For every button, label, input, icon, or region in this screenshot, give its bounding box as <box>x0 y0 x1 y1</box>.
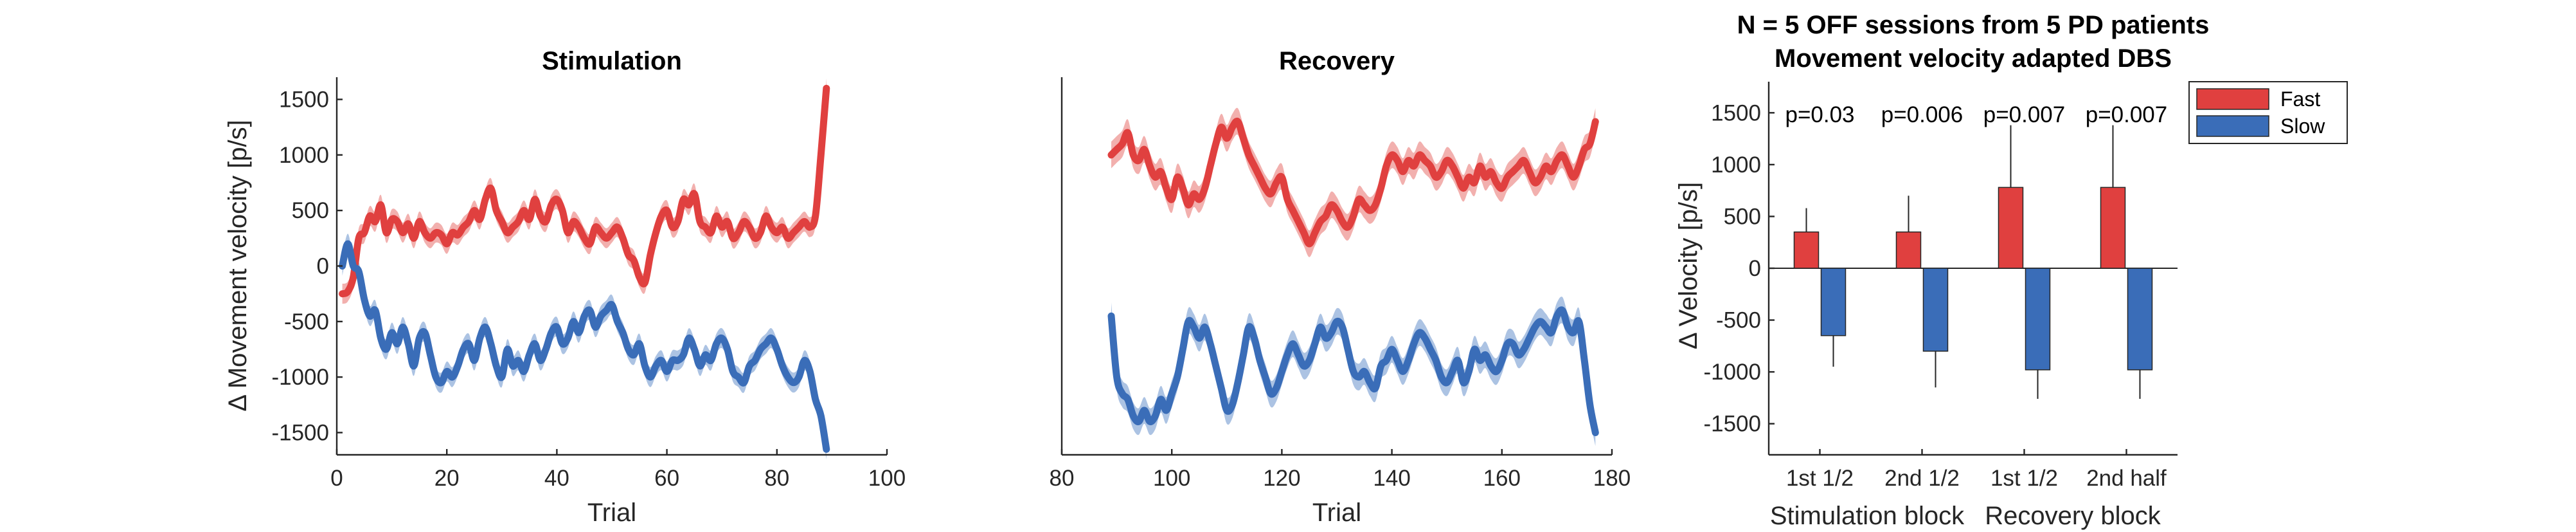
bar-slow-2 <box>2025 268 2051 371</box>
legend-label-slow: Slow <box>2280 115 2325 138</box>
p-value-label: p=0.007 <box>2086 102 2168 127</box>
recovery-title: Recovery <box>1279 47 1395 75</box>
stimulation-x-tick-label: 20 <box>434 466 460 491</box>
recovery-slow-line <box>1107 306 1599 436</box>
recovery-fast-line <box>1107 117 1599 248</box>
stimulation-x-ticks: 0 20 40 60 80 100 <box>330 449 906 491</box>
stimulation-y-tick-label: 1500 <box>279 87 329 113</box>
legend-label-fast: Fast <box>2280 87 2320 111</box>
stimulation-y-tick-label: -1000 <box>271 365 329 390</box>
stimulation-slow-line <box>339 240 830 453</box>
bar-slow-3 <box>2127 268 2153 371</box>
stimulation-lines <box>339 84 830 453</box>
stimulation-y-tick-label: 0 <box>317 254 329 279</box>
recovery-x-tick-label: 140 <box>1373 466 1410 491</box>
stimulation-y-tick-label: 1000 <box>279 143 329 168</box>
bar-fast-2 <box>1998 187 2024 269</box>
bar-category-label: 1st 1/2 <box>1990 466 2058 491</box>
bar-y-tick-label: -1500 <box>1703 412 1761 437</box>
recovery-x-ticks: 80 100 120 140 160 180 <box>1050 449 1631 491</box>
stimulation-bands <box>342 78 827 459</box>
legend-swatch-slow <box>2196 115 2269 137</box>
bar-title-line-1: N = 5 OFF sessions from 5 PD patients <box>1737 11 2210 39</box>
stimulation-x-tick-label: 60 <box>654 466 679 491</box>
recovery-x-label: Trial <box>1312 499 1361 527</box>
bar-x-tick-labels: 1st 1/2 2nd 1/2 1st 1/2 2nd half <box>1786 449 2167 491</box>
bar-y-tick-label: 0 <box>1749 256 1761 281</box>
bar-category-label: 2nd half <box>2086 466 2167 491</box>
bar-y-tick-label: 1000 <box>1711 152 1761 178</box>
stimulation-x-tick-label: 80 <box>764 466 789 491</box>
bar-group-label-stimulation: Stimulation block <box>1770 502 1965 530</box>
stimulation-x-tick-label: 100 <box>868 466 906 491</box>
stimulation-y-label: Δ Movement velocity [p/s] <box>224 120 252 412</box>
recovery-x-tick-label: 160 <box>1483 466 1521 491</box>
bar-y-tick-label: -500 <box>1716 308 1761 333</box>
bar-p-values: p=0.03 p=0.006 p=0.007 p=0.007 <box>1785 102 2167 127</box>
bar-slow-1 <box>1922 268 1949 352</box>
stimulation-title: Stimulation <box>542 47 682 75</box>
stimulation-x-label: Trial <box>587 499 636 527</box>
bar-category-label: 1st 1/2 <box>1786 466 1854 491</box>
bar-category-label: 2nd 1/2 <box>1884 466 1960 491</box>
bar-y-label: Δ Velocity [p/s] <box>1674 182 1703 349</box>
bar-y-ticks: -1500 -1000 -500 0 500 1000 1500 <box>1703 100 1775 437</box>
bar-title-line-2: Movement velocity adapted DBS <box>1775 44 2172 73</box>
recovery-x-tick-label: 180 <box>1593 466 1631 491</box>
bar-error-bars <box>1805 125 2141 399</box>
stimulation-fast-line <box>339 84 830 298</box>
bar-slow-0 <box>1820 268 1847 336</box>
stimulation-y-tick-label: 500 <box>292 198 329 223</box>
bar-fast-0 <box>1793 231 1820 269</box>
bar-y-tick-label: 500 <box>1724 204 1761 229</box>
p-value-label: p=0.03 <box>1785 102 1854 127</box>
stimulation-x-tick-label: 0 <box>330 466 343 491</box>
stimulation-fast-sem-band <box>342 78 827 304</box>
p-value-label: p=0.006 <box>1881 102 1963 127</box>
stimulation-y-ticks: -1500 -1000 -500 0 500 1000 1500 <box>271 87 343 445</box>
recovery-lines <box>1107 117 1599 436</box>
bar-group-label-recovery: Recovery block <box>1985 502 2161 530</box>
bar-y-tick-label: -1000 <box>1703 360 1761 385</box>
stimulation-x-tick-label: 40 <box>544 466 569 491</box>
bar-y-tick-label: 1500 <box>1711 100 1761 125</box>
bar-fast-1 <box>1895 231 1922 269</box>
panel-recovery: Recovery 80 100 120 140 160 180 Trial <box>1050 47 1631 527</box>
recovery-x-tick-label: 80 <box>1050 466 1075 491</box>
recovery-x-tick-label: 120 <box>1263 466 1300 491</box>
legend-swatch-fast <box>2196 88 2269 110</box>
panel-bar-summary: N = 5 OFF sessions from 5 PD patients Mo… <box>1674 11 2348 530</box>
bar-fast-3 <box>2100 187 2126 269</box>
stimulation-y-tick-label: -500 <box>284 309 329 335</box>
panel-stimulation: Stimulation 0 20 40 60 80 100 -1500 -1000 -500 0… <box>224 47 906 527</box>
recovery-x-tick-label: 100 <box>1153 466 1190 491</box>
stimulation-y-tick-label: -1500 <box>271 420 329 445</box>
bar-legend: Fast Slow <box>2188 81 2348 144</box>
bar-series <box>1793 187 2153 371</box>
p-value-label: p=0.007 <box>1983 102 2066 127</box>
